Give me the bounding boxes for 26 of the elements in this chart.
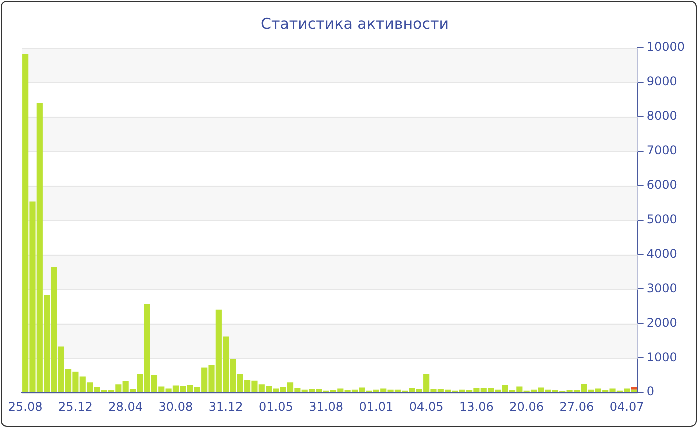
x-tick-label: 30.08 [158,400,194,414]
y-tick-label: 4000 [646,246,678,261]
y-tick-label: 8000 [646,109,678,124]
x-tick-label: 20.06 [510,400,544,414]
x-tick-label: 27.06 [560,400,594,414]
y-tick-label: 2000 [646,316,678,330]
x-tick-label: 01.01 [359,400,394,414]
chart-title: Статистика активности [261,14,449,33]
y-tick-label: 9000 [646,74,678,89]
x-tick-label: 04.05 [409,400,444,414]
x-tick-label: 01.05 [259,400,294,414]
y-tick-label: 3000 [646,281,678,296]
x-tick-label: 04.07 [610,400,644,414]
y-tick-label: 0 [646,384,654,399]
y-tick-label: 5000 [646,212,678,226]
y-tick-label: 7000 [646,144,678,158]
x-tick-label: 28.04 [108,400,144,414]
y-tick-label: 1000 [646,350,678,364]
x-tick-label: 31.08 [309,400,344,414]
x-tick-label: 25.12 [58,400,93,414]
bar [631,387,638,390]
y-tick-label: 6000 [646,178,678,192]
x-tick-label: 31.12 [208,400,244,414]
x-tick-label: 25.08 [8,400,43,414]
x-tick-label: 13.06 [460,400,494,414]
y-tick-label: 10000 [646,40,686,54]
